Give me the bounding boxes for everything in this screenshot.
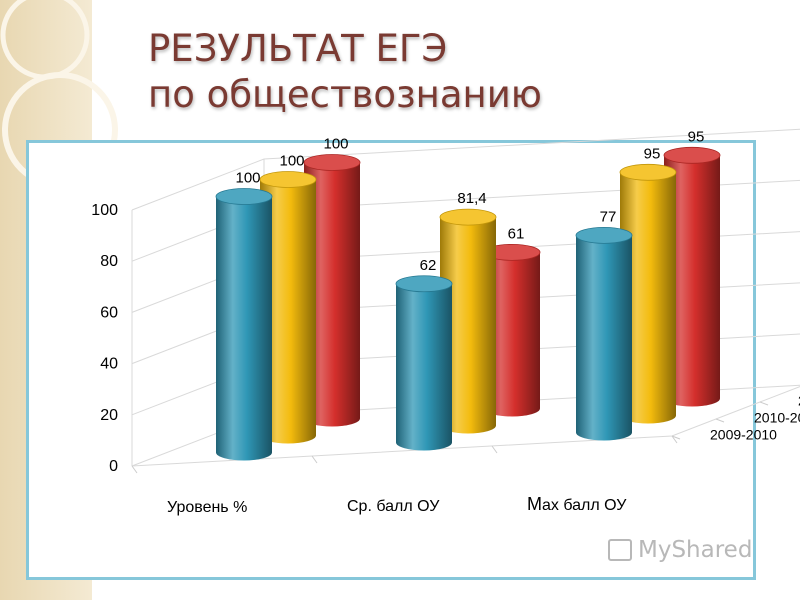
watermark-logo-icon <box>608 539 632 561</box>
bar-body <box>664 155 720 407</box>
bar <box>483 243 541 417</box>
data-label: 100 <box>279 153 304 170</box>
data-label: 100 <box>235 170 260 187</box>
y-tick-label: 60 <box>100 304 118 321</box>
bar <box>395 275 453 451</box>
data-label: 95 <box>688 128 705 145</box>
bar-top <box>303 154 361 171</box>
y-axis: 0 20 40 60 80 100 <box>91 202 118 475</box>
bar-top <box>663 146 721 164</box>
y-tick-label: 40 <box>100 356 118 373</box>
data-labels: 100 61 95 100 81,4 95 100 62 77 <box>235 128 704 273</box>
x-tick-mark <box>491 445 498 454</box>
bar-body <box>440 217 496 434</box>
watermark: MyShared <box>608 537 752 563</box>
bar-body <box>484 252 540 417</box>
series-label: 2009-2010 <box>710 427 777 443</box>
bar-top <box>439 208 497 226</box>
watermark-text: MyShared <box>638 537 753 563</box>
x-axis: Уровень % Ср. балл ОУ Мах балл ОУ <box>167 494 627 516</box>
chart-bars <box>215 146 721 461</box>
bar <box>215 188 273 461</box>
category-label: Ср. балл ОУ <box>347 498 440 515</box>
category-label: Мах балл ОУ <box>527 494 627 514</box>
gridline <box>131 128 800 211</box>
x-tick-mark <box>131 465 138 474</box>
bar-body <box>576 235 632 441</box>
depth-tick-mark <box>759 401 769 406</box>
data-label: 95 <box>644 145 661 162</box>
category-label-rest: ах балл ОУ <box>542 497 627 514</box>
bar-top <box>395 275 453 293</box>
slide-title: РЕЗУЛЬТАТ ЕГЭ по обществознанию <box>148 26 542 118</box>
category-label: Уровень % <box>167 499 247 516</box>
title-line-2: по обществознанию <box>148 73 542 116</box>
y-tick-label: 100 <box>91 202 118 219</box>
data-label: 100 <box>323 136 348 153</box>
bar-body <box>304 162 360 427</box>
bar-top <box>575 226 633 244</box>
bar-top <box>215 188 273 205</box>
depth-tick-mark <box>715 418 725 423</box>
bar <box>303 154 361 427</box>
bar-body <box>216 196 272 461</box>
bar-top <box>619 163 677 181</box>
decorative-circle <box>0 0 90 80</box>
x-tick-mark <box>311 455 318 464</box>
bar <box>439 208 497 434</box>
x-tick-mark <box>671 435 678 444</box>
data-label: 81,4 <box>457 190 486 207</box>
bar-body <box>260 179 317 444</box>
depth-tick-mark <box>671 435 681 440</box>
data-label: 61 <box>508 225 525 242</box>
bar <box>619 163 677 424</box>
bar-body <box>620 172 677 424</box>
series-label: 2010-2011 <box>754 410 800 426</box>
data-label: 77 <box>600 208 617 225</box>
y-tick-label: 20 <box>100 407 118 424</box>
series-label: 2011-2012 <box>798 393 800 409</box>
y-tick-label: 0 <box>109 458 118 475</box>
bar <box>259 171 317 444</box>
bar-top <box>259 171 317 188</box>
bar <box>663 146 721 407</box>
data-label: 62 <box>420 257 437 274</box>
bar-body <box>396 283 452 451</box>
y-tick-label: 80 <box>100 253 118 270</box>
title-line-1: РЕЗУЛЬТАТ ЕГЭ <box>148 27 448 70</box>
bar <box>575 226 633 441</box>
category-label-initial: М <box>527 494 542 514</box>
